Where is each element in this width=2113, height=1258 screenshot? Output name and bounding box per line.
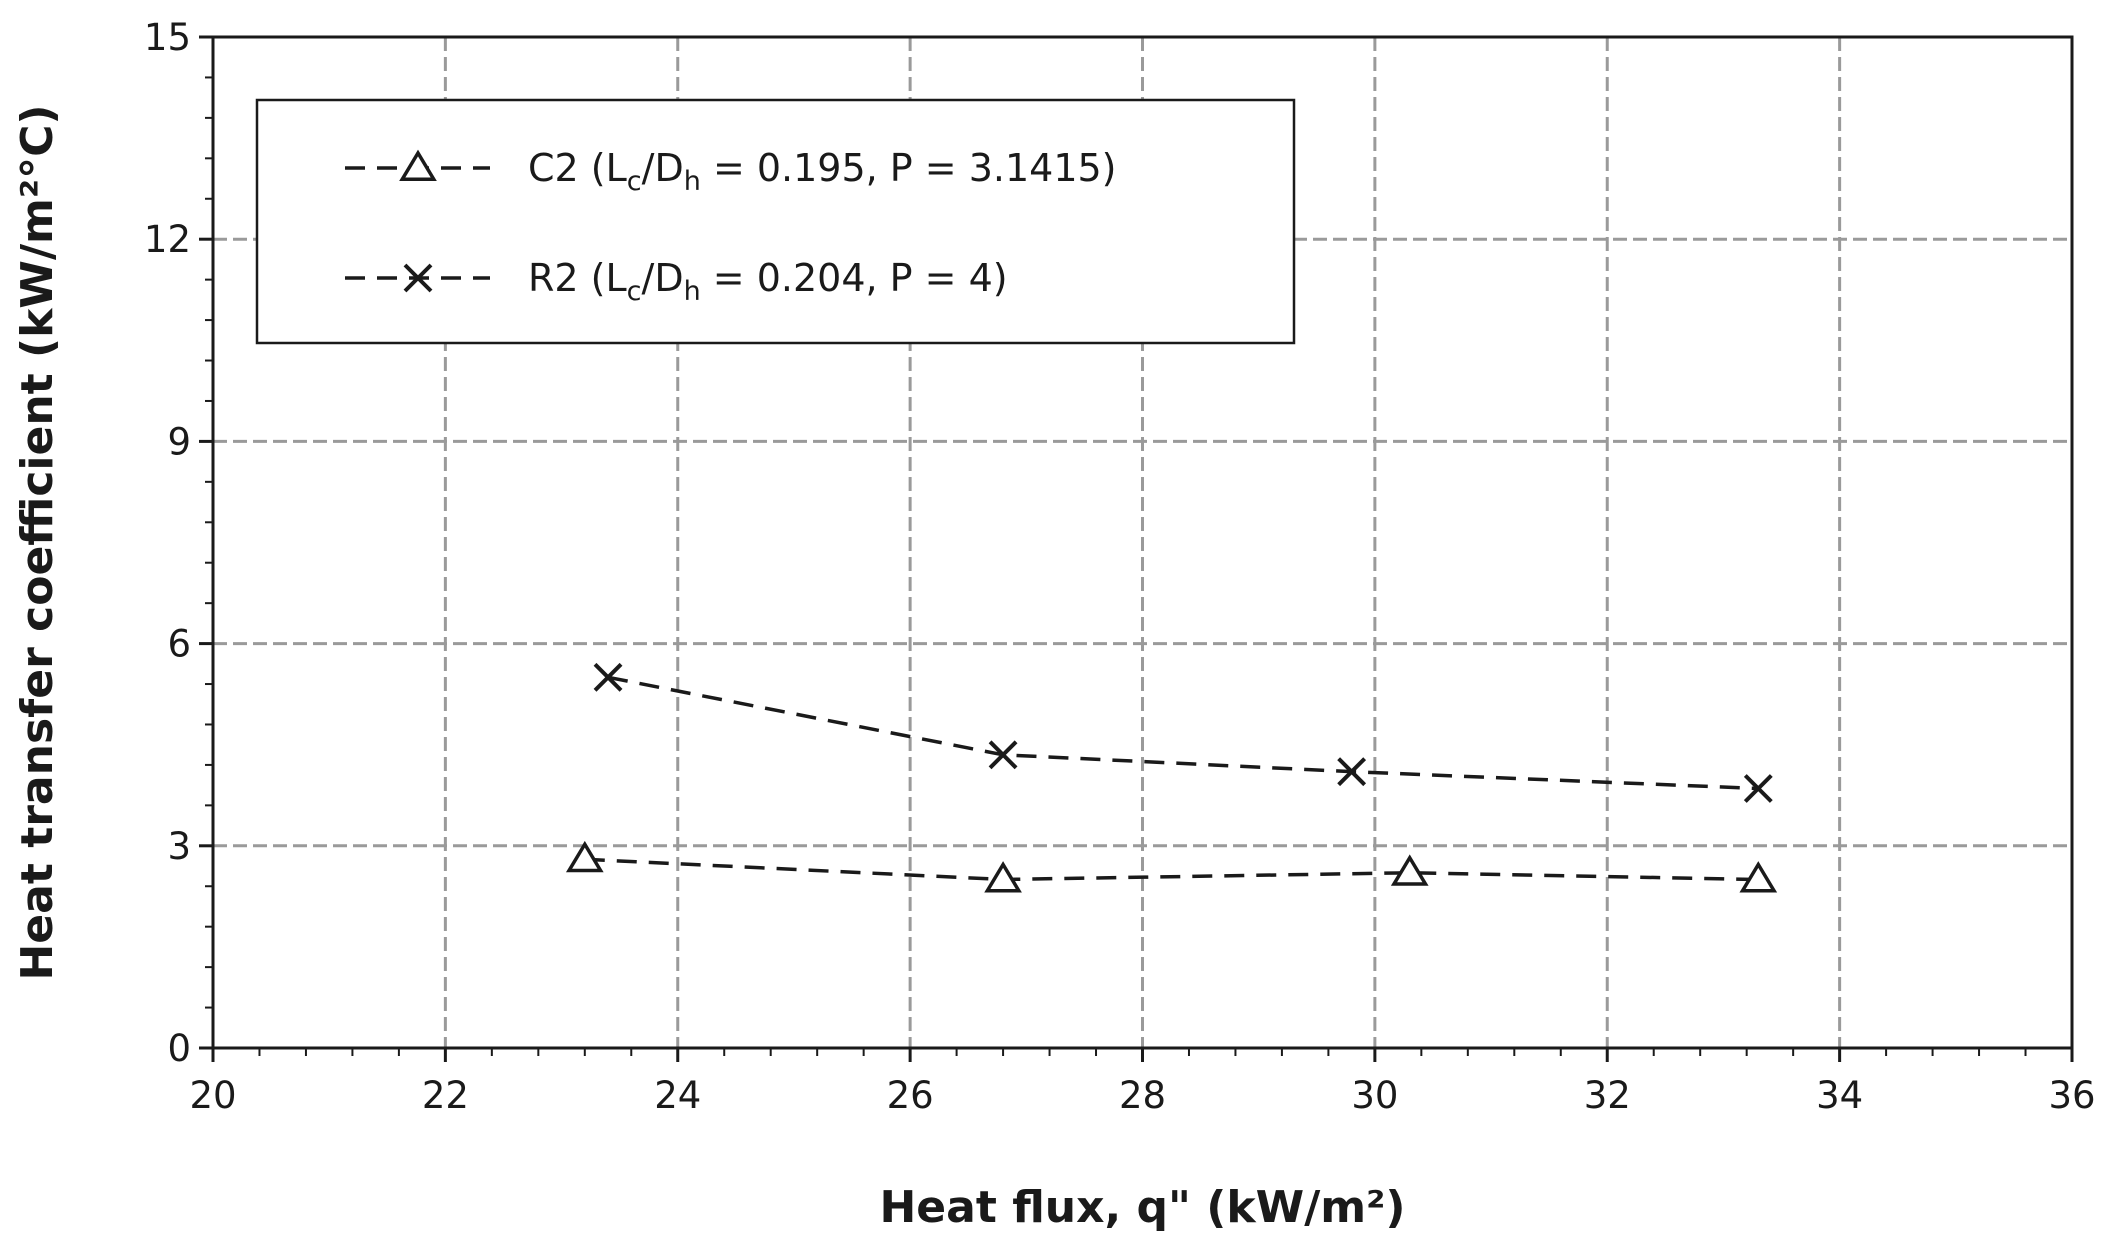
x-marker	[403, 263, 433, 293]
series-line	[584, 857, 1759, 882]
legend-text-part: = 0.195, P = 3.1415)	[701, 146, 1117, 190]
series-layer	[565, 662, 1778, 893]
legend-text-part: = 0.204, P = 4)	[701, 256, 1008, 300]
triangle-marker	[399, 149, 437, 181]
triangle-marker	[565, 840, 604, 873]
x-marker-stroke	[403, 263, 433, 293]
y-tick-label: 12	[144, 218, 191, 261]
x-tick-label: 30	[1351, 1074, 1398, 1117]
x-marker	[988, 740, 1018, 770]
y-tick-label: 3	[167, 825, 191, 868]
x-tick-label: 32	[1584, 1074, 1631, 1117]
x-marker-stroke	[593, 662, 623, 692]
legend-subscript: c	[627, 276, 642, 307]
x-axis-title: Heat flux, q" (kW/m²)	[879, 1182, 1405, 1233]
y-tick-label: 6	[167, 623, 191, 666]
x-tick-label: 24	[654, 1074, 701, 1117]
x-tick-label: 28	[1119, 1074, 1166, 1117]
legend-items: C2 (Lc/Dh = 0.195, P = 3.1415)R2 (Lc/Dh …	[345, 146, 1117, 307]
x-marker	[1743, 774, 1773, 803]
series	[565, 840, 1778, 893]
axis-ticks	[199, 35, 2074, 1062]
x-tick-label: 26	[887, 1074, 934, 1117]
legend-item: C2 (Lc/Dh = 0.195, P = 3.1415)	[345, 146, 1117, 197]
legend-subscript: h	[684, 276, 701, 307]
legend-item: R2 (Lc/Dh = 0.204, P = 4)	[345, 256, 1008, 307]
y-tick-label: 15	[144, 16, 191, 59]
legend: C2 (Lc/Dh = 0.195, P = 3.1415)R2 (Lc/Dh …	[255, 98, 1296, 345]
legend-text-part: C2 (L	[528, 146, 627, 190]
series-line	[607, 675, 1759, 791]
triangle-marker	[984, 861, 1022, 893]
legend-label: C2 (Lc/Dh = 0.195, P = 3.1415)	[528, 146, 1117, 197]
x-marker-stroke	[1337, 757, 1367, 787]
x-marker	[593, 662, 623, 692]
x-tick-label: 20	[189, 1074, 236, 1117]
legend-text-part: R2 (L	[528, 256, 627, 300]
legend-text-part: /D	[642, 256, 684, 300]
legend-subscript: c	[627, 166, 642, 197]
x-tick-label: 34	[1816, 1074, 1863, 1117]
x-marker	[1337, 757, 1367, 787]
legend-box	[255, 98, 1296, 345]
legend-text-part: /D	[642, 146, 684, 190]
x-tick-label: 22	[422, 1074, 469, 1117]
legend-label: R2 (Lc/Dh = 0.204, P = 4)	[528, 256, 1008, 307]
y-axis-title: Heat transfer coefficient (kW/m²°C)	[12, 104, 63, 980]
legend-subscript: h	[684, 166, 701, 197]
triangle-marker	[1739, 861, 1778, 893]
y-tick-label: 9	[167, 420, 191, 463]
x-marker-stroke	[988, 740, 1018, 770]
x-marker-stroke	[1743, 774, 1773, 803]
x-tick-label: 36	[2048, 1074, 2095, 1117]
triangle-marker	[1390, 854, 1429, 886]
series	[593, 662, 1773, 803]
y-tick-label: 0	[167, 1027, 191, 1070]
